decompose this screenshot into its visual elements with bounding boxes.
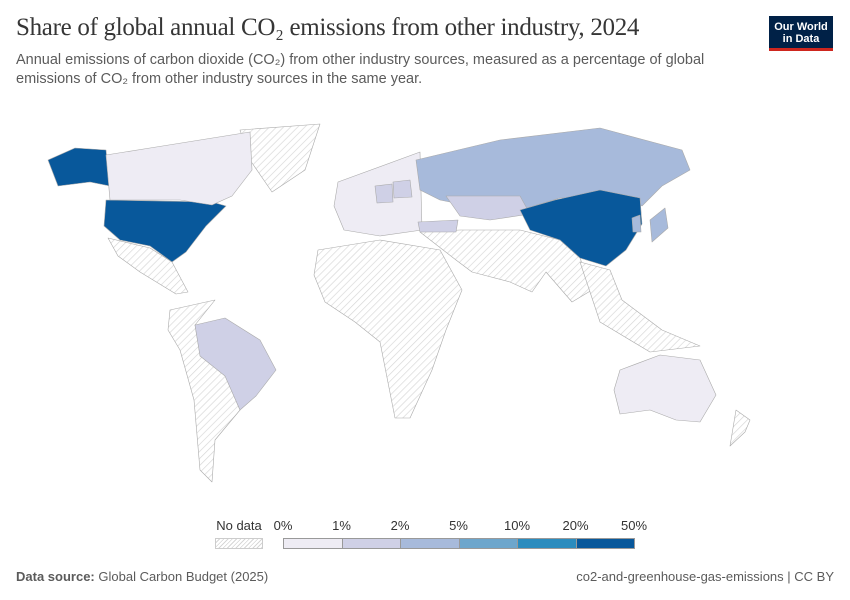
legend: No data 0% 1% 2% 5% 10% 20% 50% (0, 515, 850, 555)
country-united-states[interactable] (103, 199, 227, 263)
country-australia[interactable] (613, 354, 717, 423)
chart-subtitle: Annual emissions of carbon dioxide (CO₂)… (16, 52, 705, 87)
country-south-korea[interactable] (631, 214, 642, 233)
country-alaska-united-states[interactable] (47, 147, 111, 187)
legend-tick-label: 1% (332, 518, 351, 533)
legend-bin[interactable] (517, 538, 577, 549)
legend-tick-label: 10% (503, 518, 531, 533)
country-new-zealand[interactable] (729, 409, 751, 447)
country-canada[interactable] (105, 131, 253, 206)
legend-no-data-swatch (215, 538, 263, 549)
country-china[interactable] (519, 189, 643, 267)
legend-bin[interactable] (283, 538, 343, 549)
legend-bin[interactable] (575, 538, 635, 549)
country-turkey[interactable] (417, 219, 459, 233)
country-poland[interactable] (392, 179, 413, 199)
country-southeast-asia[interactable] (579, 261, 701, 353)
legend-tick-label: 2% (390, 518, 410, 533)
country-japan[interactable] (649, 207, 669, 243)
legend-tick-label: 20% (562, 518, 589, 533)
legend-no-data-label: No data (216, 518, 262, 533)
country-brazil[interactable] (194, 317, 277, 411)
logo-line2: in Data (782, 33, 820, 45)
owid-logo[interactable]: Our World in Data (769, 16, 833, 51)
world-map (47, 123, 751, 483)
country-africa[interactable] (313, 239, 463, 419)
country-kazakhstan[interactable] (445, 195, 531, 221)
logo-line1: Our World (774, 21, 828, 33)
legend-tick-label: 5% (449, 518, 468, 533)
country-middle-east-south-asia[interactable] (419, 229, 593, 303)
country-germany[interactable] (374, 183, 394, 204)
chart-slug[interactable]: co2-and-greenhouse-gas-emissions | CC BY (576, 569, 834, 584)
country-mexico-central-america[interactable] (107, 237, 189, 295)
country-greenland[interactable] (239, 123, 321, 193)
source-label: Data source: (16, 569, 95, 584)
legend-bin[interactable] (458, 538, 518, 549)
legend-bin[interactable] (400, 538, 460, 549)
legend-tick-label: 50% (620, 518, 648, 533)
source-link[interactable]: Global Carbon Budget (2025) (98, 569, 269, 584)
chart-title: Share of global annual CO₂ emissions fro… (16, 14, 640, 41)
data-source: Data source: Global Carbon Budget (2025) (16, 569, 268, 584)
legend-bin[interactable] (341, 538, 401, 549)
legend-tick-label: 0% (273, 518, 293, 533)
